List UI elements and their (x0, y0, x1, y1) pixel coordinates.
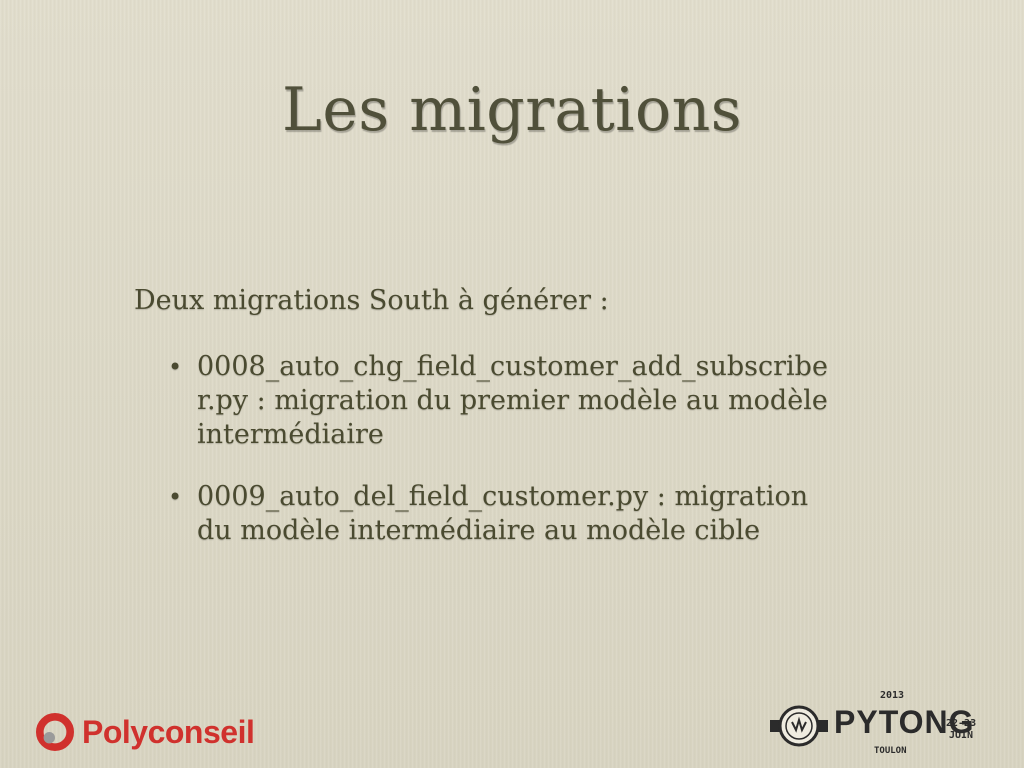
pytong-logo: 2013 PYTONG 22-23 JUIN TOULON (768, 690, 988, 762)
bullet-line: r.py : migration du premier modèle au mo… (197, 385, 828, 416)
polyconseil-logo: Polyconseil (36, 712, 255, 752)
bullet-line: 0008_auto_chg_field_customer_add_subscri… (197, 351, 828, 382)
slide-title: Les migrations (281, 75, 743, 145)
bullet-line: du modèle intermédiaire au modèle cible (197, 515, 761, 546)
bullet-line: 0009_auto_del_field_customer.py : migrat… (197, 481, 809, 512)
bullet-marker: • (168, 483, 183, 511)
intro-text: Deux migrations South à générer : (134, 285, 609, 316)
bullet-item: • 0008_auto_chg_field_customer_add_subsc… (134, 350, 934, 452)
pytong-name: PYTONG (834, 704, 975, 740)
bullet-marker: • (168, 353, 183, 381)
pytong-dates-month: JUIN (949, 730, 974, 741)
pytong-emblem-icon (770, 705, 828, 747)
pytong-city: TOULON (874, 746, 907, 756)
pytong-year: 2013 (880, 690, 905, 701)
bullet-item: • 0009_auto_del_field_customer.py : migr… (134, 480, 934, 548)
bullet-list: • 0008_auto_chg_field_customer_add_subsc… (134, 350, 934, 548)
pytong-dates-days: 22-23 (946, 718, 977, 729)
polyconseil-name: Polyconseil (82, 713, 255, 750)
polyconseil-mark-icon (36, 713, 74, 751)
pytong-dates: 22-23 JUIN (946, 718, 976, 742)
bullet-line: intermédiaire (197, 419, 384, 450)
slide-body: Deux migrations South à générer : • 0008… (134, 284, 934, 576)
